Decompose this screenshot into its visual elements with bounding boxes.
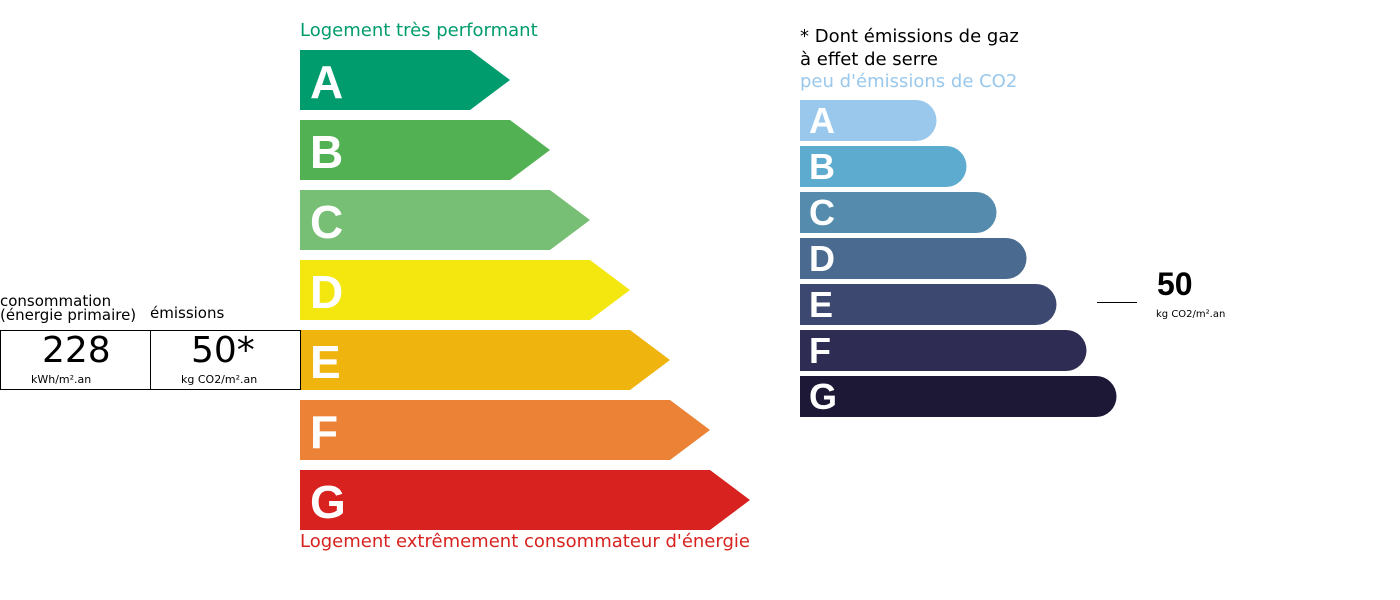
ghg-class-letter: E	[809, 284, 833, 325]
consumption-unit: kWh/m².an	[31, 373, 92, 386]
energy-class-letter: B	[310, 126, 343, 178]
energy-class-letter: E	[310, 336, 341, 388]
ghg-note: * Dont émissions de gaz à effet de serre	[800, 25, 1019, 71]
energy-class-d-arrow	[300, 260, 630, 320]
emissions-value: 50*	[191, 330, 255, 371]
ghg-class-letter: C	[809, 192, 835, 233]
consumption-label-line1: consommation	[0, 292, 112, 310]
consumption-label: consommation (énergie primaire)	[0, 292, 137, 324]
ghg-class-letter: F	[809, 330, 831, 371]
energy-class-letter: G	[310, 476, 346, 528]
ghg-note-line2: à effet de serre	[800, 49, 938, 70]
ghg-top-label: peu d'émissions de CO2	[800, 71, 1018, 92]
energy-class-g-arrow	[300, 470, 750, 530]
ghg-class-f-bar	[800, 330, 1087, 371]
emissions-box: 50* kg CO2/m².an	[150, 330, 301, 390]
ghg-class-letter: D	[809, 238, 835, 279]
ghg-class-b-bar	[800, 146, 967, 187]
energy-class-letter: D	[310, 266, 343, 318]
consumption-label-line2: (énergie primaire)	[0, 306, 137, 324]
energy-class-e-arrow	[300, 330, 670, 390]
ghg-class-d-bar	[800, 238, 1027, 279]
energy-class-b-arrow	[300, 120, 550, 180]
ghg-note-line1: * Dont émissions de gaz	[800, 26, 1019, 47]
energy-bottom-label: Logement extrêmement consommateur d'éner…	[300, 531, 750, 552]
ghg-class-letter: B	[809, 146, 835, 187]
ghg-class-letter: G	[809, 376, 837, 417]
ghg-class-e-bar	[800, 284, 1057, 325]
ghg-value: 50	[1157, 266, 1193, 302]
emissions-unit: kg CO2/m².an	[181, 373, 258, 386]
ghg-unit: kg CO2/m².an	[1156, 309, 1226, 320]
ghg-class-a-bar	[800, 100, 937, 141]
energy-class-letter: C	[310, 196, 343, 248]
energy-class-a-arrow	[300, 50, 510, 110]
ghg-indicator-line	[1097, 302, 1137, 303]
ghg-class-g-bar	[800, 376, 1117, 417]
energy-class-c-arrow	[300, 190, 590, 250]
ghg-class-letter: A	[809, 100, 835, 141]
consumption-box: 228 kWh/m².an	[0, 330, 151, 390]
ghg-class-c-bar	[800, 192, 997, 233]
energy-top-label: Logement très performant	[300, 20, 538, 41]
energy-class-letter: A	[310, 56, 343, 108]
energy-class-letter: F	[310, 406, 338, 458]
emissions-label: émissions	[150, 304, 225, 322]
consumption-value: 228	[42, 330, 111, 371]
energy-class-f-arrow	[300, 400, 710, 460]
